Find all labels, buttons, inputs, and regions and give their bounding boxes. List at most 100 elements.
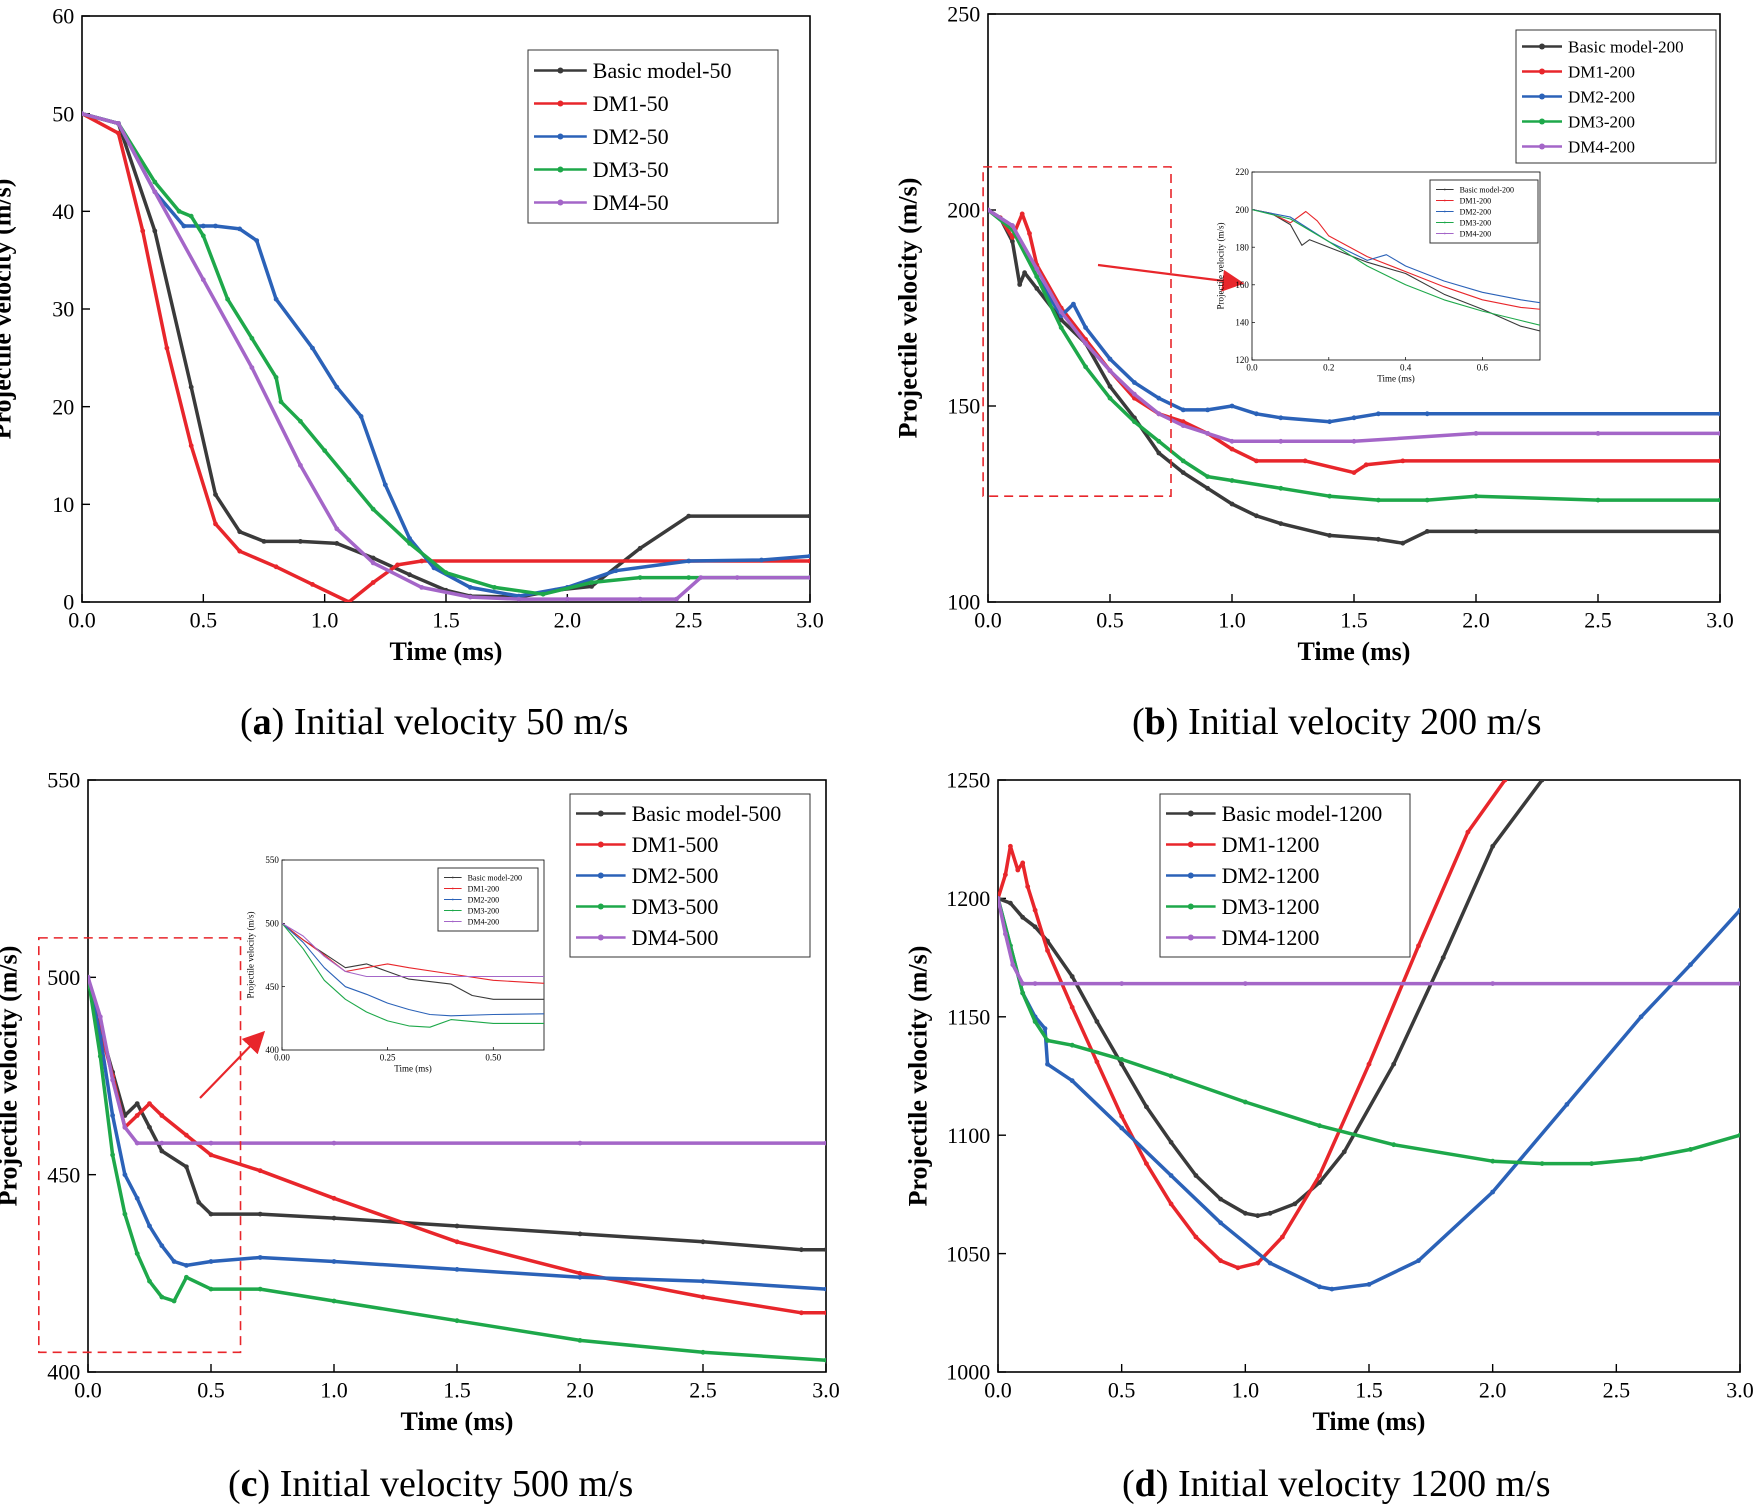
data-point [1107, 384, 1113, 389]
y-axis-label: Projectile velocity (m/s) [894, 178, 923, 439]
zoom-arrow [199, 1030, 266, 1099]
x-tick-label: 0.5 [190, 607, 218, 632]
legend-label: DM4-200 [1568, 137, 1635, 156]
y-tick-label: 0 [63, 590, 74, 615]
data-point [1034, 266, 1040, 272]
data-point [1119, 1061, 1125, 1067]
series-dm3 [988, 207, 1720, 503]
data-point [1717, 411, 1720, 417]
legend-label: Basic model-500 [632, 801, 782, 826]
data-point [1008, 843, 1013, 849]
data-point [152, 189, 158, 195]
data-point [88, 974, 91, 980]
data-point [589, 584, 594, 589]
legend-marker-dm1 [1443, 199, 1446, 202]
data-point [213, 492, 218, 497]
data-point [1019, 211, 1025, 217]
caption-c: (c) Initial velocity 500 m/s [228, 1463, 634, 1505]
legend-marker-dm1 [1187, 841, 1194, 848]
data-point [1416, 1258, 1421, 1264]
legend-label: Basic model-200 [1568, 37, 1684, 56]
data-point [1327, 419, 1332, 425]
data-point [1317, 1180, 1322, 1185]
zoom-box [982, 166, 1172, 497]
series-dm4 [998, 896, 1740, 986]
data-point [1168, 1139, 1174, 1145]
series-line-dm1 [1252, 209, 1540, 310]
data-point [310, 345, 315, 351]
data-point [1144, 1104, 1149, 1110]
data-point [208, 1152, 214, 1158]
data-point [1168, 1073, 1174, 1079]
data-point [577, 1274, 583, 1280]
y-tick-label: 50 [52, 101, 74, 126]
data-point [823, 1357, 826, 1363]
data-point [1107, 356, 1113, 362]
caption-b: (b) Initial velocity 200 m/s [1132, 701, 1542, 743]
data-point [1440, 955, 1446, 960]
data-point [467, 585, 473, 590]
data-point [1638, 1156, 1644, 1162]
data-point [1058, 309, 1064, 315]
data-point [1083, 364, 1088, 370]
y-tick-label: 60 [52, 4, 74, 29]
data-point [208, 1211, 214, 1217]
legend-label: DM4-50 [593, 190, 669, 215]
data-point [1193, 1173, 1199, 1178]
data-point [310, 582, 315, 587]
data-point [1032, 907, 1038, 913]
data-point [1205, 474, 1210, 479]
data-point [1278, 521, 1284, 526]
series-basic [282, 922, 544, 1000]
data-point [1465, 829, 1471, 835]
data-point [1025, 884, 1031, 889]
legend-label: Basic model-200 [1460, 185, 1514, 194]
data-point [1083, 340, 1088, 346]
data-point [278, 399, 284, 405]
data-point [443, 570, 449, 576]
data-point [1180, 458, 1186, 464]
data-point [1490, 843, 1496, 849]
data-point [134, 1195, 140, 1201]
data-point [1278, 438, 1284, 444]
data-point [1132, 391, 1137, 397]
data-point [1119, 1125, 1125, 1131]
x-tick-label: 2.0 [1462, 607, 1490, 632]
data-point [1502, 780, 1508, 783]
data-point [1329, 1286, 1335, 1292]
data-point [1302, 458, 1308, 464]
data-point [1317, 1284, 1322, 1290]
series-line-basic [1252, 209, 1540, 332]
data-point [1717, 529, 1720, 534]
legend-label: DM4-200 [468, 917, 500, 926]
data-point [188, 384, 194, 390]
x-tick-label: 1.0 [1232, 1377, 1260, 1402]
data-point [122, 1124, 128, 1130]
legend-label: DM1-500 [632, 832, 719, 857]
x-tick-label: 0.0 [74, 1377, 102, 1402]
data-point [577, 1140, 583, 1146]
y-tick-label: 250 [947, 2, 980, 27]
legend-label: DM1-200 [1460, 196, 1492, 205]
legend-marker-dm2 [557, 133, 564, 140]
data-point [1351, 438, 1357, 444]
x-tick-label: 2.5 [689, 1377, 717, 1402]
data-point [273, 564, 279, 570]
data-point [334, 526, 340, 532]
data-point [257, 1211, 263, 1217]
data-point [807, 558, 810, 564]
data-point [1058, 317, 1064, 323]
data-point [370, 580, 376, 585]
inset-b: 0.0 0.2 0.4 0.6 120 140 160 180 200 220 Time (ms) P… [1097, 167, 1541, 384]
data-point [1032, 924, 1038, 930]
data-point [249, 335, 255, 341]
data-point [1717, 431, 1720, 436]
data-point [184, 1132, 189, 1138]
legend-marker-dm3 [1539, 118, 1545, 125]
data-point [1010, 239, 1015, 244]
data-point [1069, 1004, 1075, 1010]
series-line-dm3 [1252, 209, 1540, 326]
caption-d: (d) Initial velocity 1200 m/s [1122, 1463, 1551, 1505]
data-point [823, 1247, 826, 1253]
data-point [110, 1077, 115, 1083]
